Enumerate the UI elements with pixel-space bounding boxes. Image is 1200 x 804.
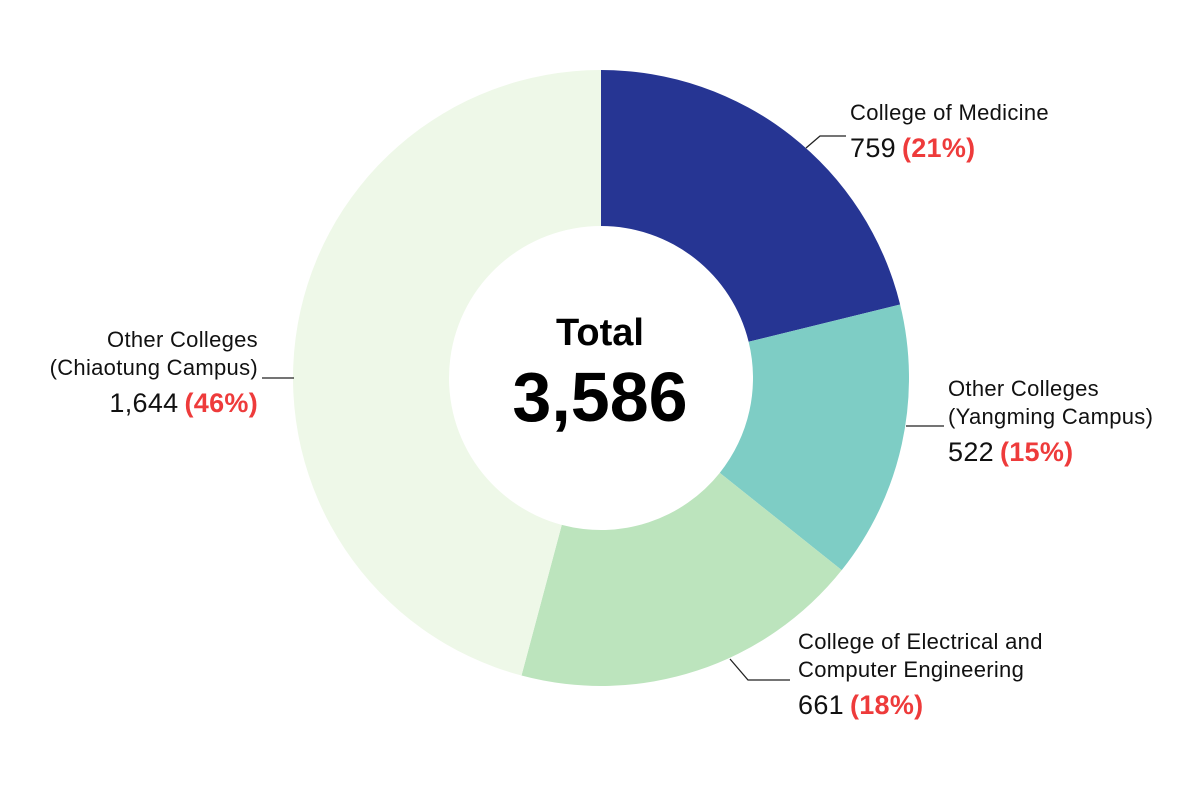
- slice-name-yangming-line1: Other Colleges: [948, 376, 1099, 401]
- slice-value-medicine-row: 759 (21%): [850, 131, 1049, 165]
- leader-line-medicine: [805, 135, 846, 149]
- slice-medicine: [601, 70, 901, 342]
- slice-value-chiaotung: 1,644: [109, 388, 179, 418]
- slice-name-ece-line1: College of Electrical and: [798, 629, 1043, 654]
- label-ece: College of Electrical and Computer Engin…: [798, 628, 1043, 722]
- center-total-value: 3,586: [512, 358, 688, 436]
- slice-percent-medicine: (21%): [901, 133, 976, 163]
- slice-value-medicine: 759: [850, 133, 896, 163]
- slice-ece: [521, 472, 842, 686]
- slice-percent-yangming: (15%): [999, 437, 1074, 467]
- slice-name-chiaotung-line2: (Chiaotung Campus): [49, 355, 258, 380]
- label-medicine: College of Medicine 759 (21%): [850, 99, 1049, 165]
- slice-value-yangming: 522: [948, 437, 994, 467]
- slice-percent-chiaotung: (46%): [184, 388, 258, 418]
- slice-name-medicine-line1: College of Medicine: [850, 100, 1049, 125]
- leader-line-ece: [729, 658, 790, 681]
- slice-value-yangming-row: 522 (15%): [948, 435, 1153, 469]
- slice-name-yangming-line2: (Yangming Campus): [948, 404, 1154, 429]
- slice-yangming: [719, 304, 909, 571]
- label-chiaotung: Other Colleges (Chiaotung Campus) 1,644(…: [0, 326, 258, 420]
- slice-percent-ece: (18%): [849, 690, 924, 720]
- slice-value-chiaotung-row: 1,644 (46%): [0, 386, 258, 420]
- slice-name-ece-line2: Computer Engineering: [798, 657, 1025, 682]
- slice-value-ece-row: 661 (18%): [798, 688, 1043, 722]
- label-yangming: Other Colleges (Yangming Campus) 522 (15%…: [948, 375, 1153, 469]
- slice-name-chiaotung-line1: Other Colleges: [107, 327, 258, 352]
- slice-value-ece: 661: [798, 690, 844, 720]
- slice-chiaotung: [293, 70, 601, 676]
- center-total-title: Total: [556, 312, 644, 354]
